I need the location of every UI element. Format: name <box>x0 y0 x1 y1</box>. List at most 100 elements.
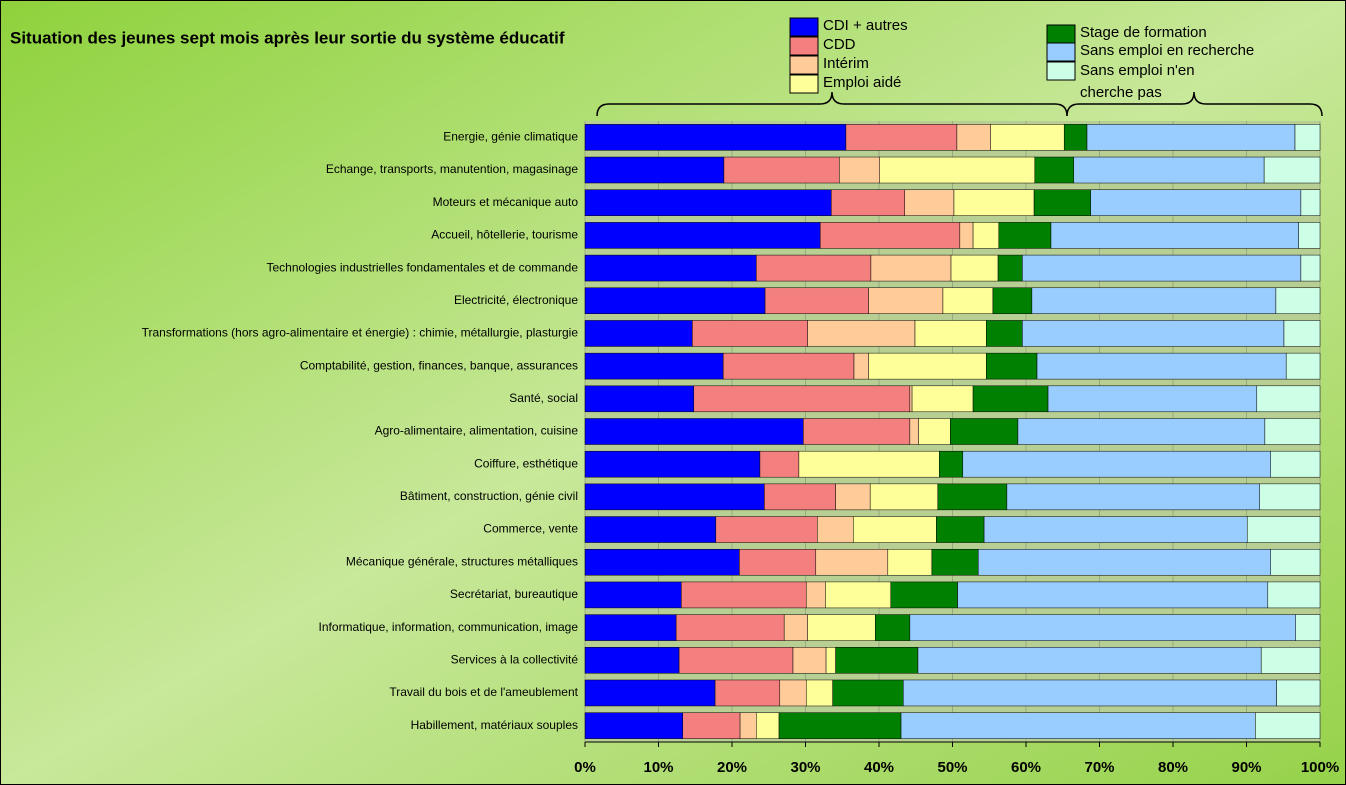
bar-segment <box>1063 124 1088 151</box>
legend-swatch <box>789 36 819 56</box>
bar-segment <box>853 352 869 380</box>
bar-segment <box>977 548 1272 576</box>
bar-segment <box>990 124 1065 151</box>
bar-segment <box>1294 124 1321 151</box>
bar-segment <box>584 581 682 609</box>
brace <box>1066 91 1323 117</box>
bar-segment <box>675 614 785 641</box>
bar-segment <box>914 320 987 347</box>
bar-segment <box>1033 189 1091 216</box>
bar-segment <box>1283 320 1321 347</box>
bar-segment <box>986 352 1038 380</box>
y-tick-label: Echange, transports, manutention, magasi… <box>326 162 578 176</box>
bar-segment <box>1263 156 1321 184</box>
bar-segment <box>714 679 781 707</box>
legend-label: Stage de formation <box>1080 24 1207 41</box>
bar-segment <box>584 385 695 413</box>
bar-segment <box>1259 483 1321 511</box>
bar-segment <box>825 581 892 609</box>
bar-segment <box>830 189 905 216</box>
bar-segment <box>869 483 939 511</box>
bar-segment <box>1086 124 1296 151</box>
bar-segment <box>692 320 808 347</box>
bar-segment <box>1300 254 1321 282</box>
bar-segment <box>1267 581 1321 609</box>
bar-segment <box>868 352 987 380</box>
bar-segment <box>1022 320 1285 347</box>
bar-segment <box>1031 287 1277 315</box>
bar-segment <box>992 287 1033 315</box>
x-tick-label: 50% <box>937 759 967 776</box>
bar-segment <box>819 222 961 249</box>
bar-segment <box>959 222 974 249</box>
bar-segment <box>1275 287 1321 315</box>
bar-segment <box>853 516 937 543</box>
bar-segment <box>1276 679 1321 707</box>
bar-segment <box>1298 222 1321 249</box>
bar-segment <box>798 450 940 478</box>
y-tick-label: Energie, génie climatique <box>443 130 578 144</box>
bar-segment <box>783 614 808 641</box>
bar-segment <box>584 712 684 739</box>
bar-segment <box>1006 483 1260 511</box>
bar-segment <box>584 516 717 543</box>
x-tick-label: 90% <box>1231 759 1261 776</box>
y-tick-label: Comptabilité, gestion, finances, banque,… <box>300 358 578 372</box>
bar-segment <box>759 450 800 478</box>
bar-segment <box>1050 222 1299 249</box>
bar-segment <box>909 418 919 445</box>
bar-segment <box>972 385 1049 413</box>
bar-segment <box>937 483 1008 511</box>
bar-segment <box>584 320 693 347</box>
y-tick-label: Travail du bois et de l'ameublement <box>389 685 578 699</box>
bar-segment <box>942 287 994 315</box>
x-tick-label: 0% <box>574 759 596 776</box>
bar-segment <box>845 124 958 151</box>
legend-swatch <box>789 55 819 75</box>
bar-segment <box>1022 254 1302 282</box>
bar-segment <box>983 516 1248 543</box>
bar-segment <box>917 647 1262 674</box>
bar-segment <box>868 287 944 315</box>
bar-segment <box>900 712 1256 739</box>
bar-segment <box>950 418 1019 445</box>
bar-segment <box>739 712 757 739</box>
y-tick-label: Agro-alimentaire, alimentation, cuisine <box>375 424 579 438</box>
y-tick-label: Informatique, information, communication… <box>319 620 579 634</box>
bar-segment <box>715 516 818 543</box>
bar-segment <box>986 320 1023 347</box>
bar-segment <box>1270 450 1321 478</box>
x-tick-label: 70% <box>1084 759 1114 776</box>
bar-segment <box>1017 418 1266 445</box>
bar-segment <box>584 352 724 380</box>
legend-swatch <box>1046 61 1076 81</box>
y-tick-label: Technologies industrielles fondamentales… <box>266 260 578 274</box>
bar-segment <box>807 320 916 347</box>
bar-segment <box>972 222 1000 249</box>
bar-segment <box>803 418 911 445</box>
bar-segment <box>909 614 1296 641</box>
bar-segment <box>779 679 807 707</box>
x-tick-label: 40% <box>864 759 894 776</box>
bar-segment <box>890 581 958 609</box>
y-tick-label: Bâtiment, construction, génie civil <box>400 489 578 503</box>
bar-segment <box>1270 548 1321 576</box>
bar-segment <box>681 581 807 609</box>
bar-segment <box>939 450 964 478</box>
bar-segment <box>817 516 854 543</box>
bar-segment <box>887 548 933 576</box>
bar-segment <box>1264 418 1321 445</box>
bar-segment <box>875 614 911 641</box>
y-tick-label: Santé, social <box>509 391 578 405</box>
bar-segment <box>870 254 952 282</box>
bar-segment <box>815 548 889 576</box>
chart-title: Situation des jeunes sept mois après leu… <box>10 28 565 47</box>
bar-segment <box>764 287 869 315</box>
bar-segment <box>903 679 1277 707</box>
y-tick-label: Services à la collectivité <box>451 652 579 666</box>
bar-segment <box>835 483 871 511</box>
bar-segment <box>807 614 876 641</box>
y-tick-label: Habillement, matériaux souples <box>411 718 578 732</box>
bar-segment <box>584 548 740 576</box>
